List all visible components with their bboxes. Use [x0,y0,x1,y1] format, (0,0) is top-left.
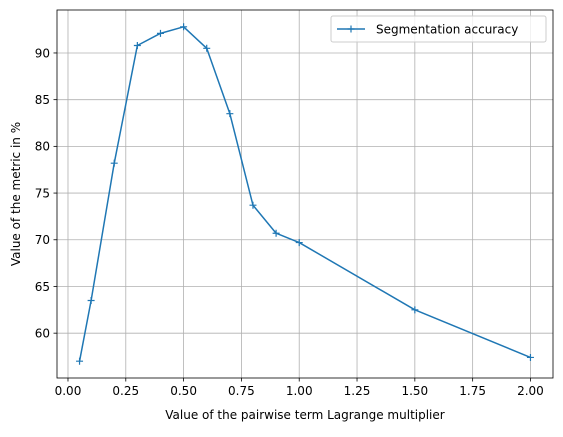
grid [57,10,553,378]
y-tick-label: 80 [35,140,50,154]
data-point-marker [411,306,419,314]
x-tick-label: 0.25 [112,384,139,398]
x-tick-label: 1.75 [459,384,486,398]
x-tick-label: 0.00 [55,384,82,398]
legend: Segmentation accuracy [330,15,547,43]
y-tick-label: 65 [35,280,50,294]
series-layer [76,23,534,365]
data-point-marker [133,41,141,49]
legend-plus-marker-icon [347,25,355,33]
data-point-marker [295,239,303,247]
data-point-marker [203,44,211,52]
x-axis-label: Value of the pairwise term Lagrange mult… [165,408,445,422]
x-tick-label: 1.00 [286,384,313,398]
x-tick-label: 1.50 [401,384,428,398]
x-tick-label: 0.50 [170,384,197,398]
data-point-marker [180,23,188,31]
data-point-marker [226,110,234,118]
y-tick-label: 90 [35,46,50,60]
y-tick-label: 75 [35,186,50,200]
legend-entry-label: Segmentation accuracy [376,22,518,36]
data-point-marker [526,353,534,361]
x-tick-label: 1.25 [344,384,371,398]
y-axis-label: Value of the metric in % [9,122,23,266]
data-point-marker [76,357,84,365]
data-point-marker [249,201,257,209]
data-point-marker [110,159,118,167]
y-tick-label: 85 [35,93,50,107]
ticks: 0.00 0.25 0.50 0.75 1.00 1.25 1.50 1.75 2.00 60 65… [35,46,544,398]
plot-area-frame [56,9,554,379]
y-tick-label: 60 [35,326,50,340]
legend-box [330,15,547,43]
x-tick-label: 0.75 [228,384,255,398]
data-point-marker [156,29,164,37]
x-tick-label: 2.00 [517,384,544,398]
data-point-marker [272,229,280,237]
data-point-marker [87,296,95,304]
y-tick-label: 70 [35,233,50,247]
